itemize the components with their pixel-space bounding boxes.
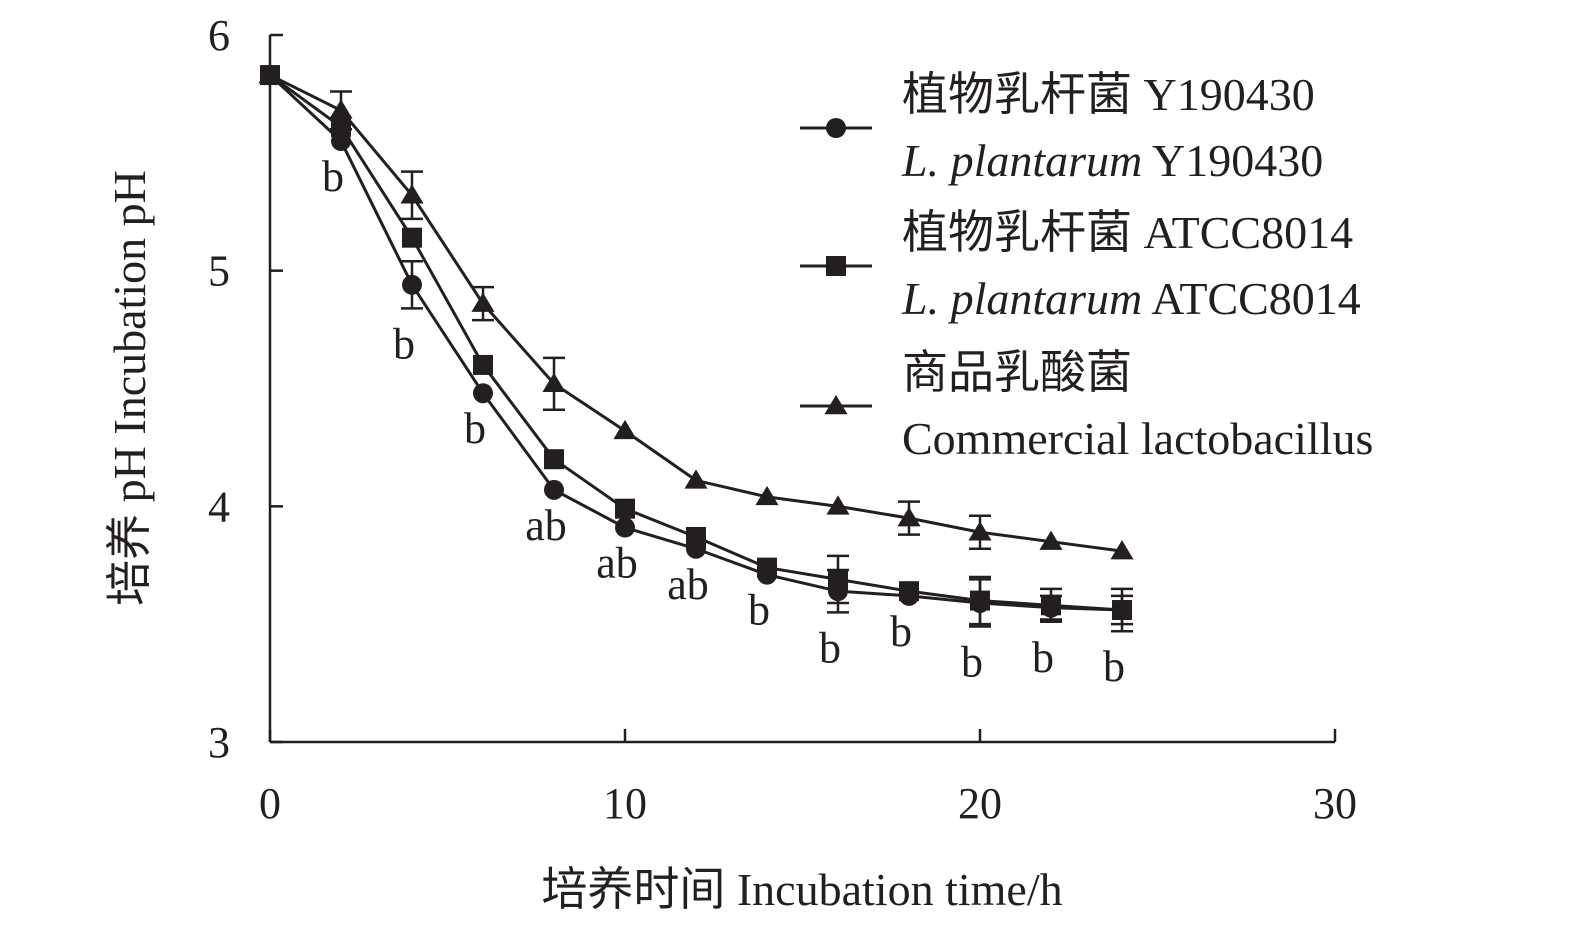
- axes: 0 10 20 30 3 4 5 6: [208, 11, 1357, 828]
- legend-label-en: L. plantarum ATCC8014: [901, 273, 1361, 324]
- legend-item-triangle: 商品乳酸菌 Commercial lactobacillus: [800, 347, 1373, 464]
- data-point-square: [828, 569, 848, 590]
- significance-label: ab: [525, 501, 567, 550]
- legend-marker-circle: [826, 118, 846, 138]
- data-point-triangle: [471, 292, 495, 312]
- data-point-circle: [402, 274, 422, 295]
- significance-label: b: [322, 152, 344, 201]
- data-point-circle: [615, 517, 635, 538]
- y-tick-label: 5: [208, 247, 230, 296]
- legend-label-cn: 植物乳杆菌 Y190430: [902, 69, 1315, 120]
- data-point-square: [686, 526, 706, 547]
- data-point-square: [970, 590, 990, 611]
- data-point-square: [899, 581, 919, 602]
- y-tick-label: 3: [208, 718, 230, 767]
- series-square: [260, 65, 1133, 633]
- data-point-triangle: [968, 521, 992, 541]
- legend-label-cn: 商品乳酸菌: [902, 347, 1132, 398]
- series-layer: [258, 64, 1134, 633]
- data-point-square: [1041, 595, 1061, 616]
- data-point-triangle: [684, 469, 708, 489]
- x-axis-title: 培养时间 Incubation time/h: [541, 864, 1062, 915]
- y-axis-title: 培养 pH Incubation pH: [104, 170, 155, 606]
- x-tick-label: 10: [603, 779, 647, 828]
- data-point-square: [615, 498, 635, 519]
- significance-label: b: [1032, 633, 1054, 682]
- data-point-triangle: [755, 485, 779, 506]
- data-point-circle: [473, 383, 493, 404]
- significance-label: ab: [667, 560, 709, 609]
- x-tick-label: 20: [958, 779, 1002, 828]
- legend-item-circle: 植物乳杆菌 Y190430 L. plantarum Y190430: [800, 69, 1323, 186]
- data-point-triangle: [329, 99, 353, 119]
- data-point-square: [544, 449, 564, 470]
- data-point-triangle: [400, 184, 424, 204]
- significance-label: b: [464, 404, 486, 453]
- data-point-triangle: [613, 419, 637, 440]
- legend-label-cn: 植物乳杆菌 ATCC8014: [902, 207, 1353, 258]
- legend-item-square: 植物乳杆菌 ATCC8014 L. plantarum ATCC8014: [800, 207, 1361, 324]
- significance-label: ab: [596, 539, 638, 588]
- y-tick-label: 6: [208, 11, 230, 60]
- data-point-triangle: [542, 372, 566, 393]
- y-tick-label: 4: [208, 482, 230, 531]
- significance-label: b: [393, 319, 415, 368]
- data-point-triangle: [258, 64, 282, 84]
- data-point-square: [473, 354, 493, 375]
- legend: 植物乳杆菌 Y190430 L. plantarum Y190430 植物乳杆菌 A…: [800, 69, 1373, 464]
- x-tick-label: 30: [1313, 779, 1357, 828]
- data-point-triangle: [1110, 540, 1134, 560]
- significance-label: b: [819, 623, 841, 672]
- data-point-circle: [544, 479, 564, 500]
- data-point-square: [1112, 600, 1132, 621]
- data-point-triangle: [897, 507, 921, 527]
- x-tick-label: 0: [259, 779, 281, 828]
- legend-marker-square: [826, 256, 846, 276]
- legend-label-en: Commercial lactobacillus: [902, 413, 1373, 464]
- legend-label-en: L. plantarum Y190430: [901, 135, 1323, 186]
- significance-label: b: [890, 607, 912, 656]
- data-point-triangle: [1039, 530, 1063, 550]
- data-point-square: [757, 557, 777, 578]
- significance-label: b: [1103, 642, 1125, 691]
- significance-label: b: [748, 586, 770, 635]
- data-point-square: [402, 227, 422, 248]
- legend-marker-triangle: [824, 395, 848, 415]
- significance-label: b: [961, 638, 983, 687]
- series-triangle: [258, 64, 1134, 560]
- data-point-triangle: [826, 495, 850, 515]
